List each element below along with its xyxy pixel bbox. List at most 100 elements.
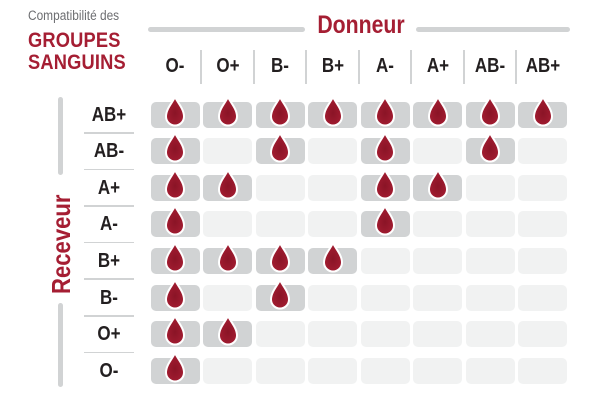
compatibility-cell-B--from-O+: [203, 284, 252, 311]
blood-drop-icon: [165, 168, 185, 200]
column-divider: [357, 50, 360, 84]
compatibility-cell-AB--from-B+: [308, 138, 357, 165]
row-divider: [84, 351, 134, 354]
compatibility-cell-O--from-A+: [413, 357, 462, 384]
blood-drop-icon: [427, 95, 448, 126]
blood-drop-icon: [217, 241, 238, 273]
compatibility-cell-B--from-A-: [360, 284, 410, 311]
compatibility-cell-O--from-AB-: [465, 357, 515, 384]
blood-drop-icon: [270, 241, 290, 273]
recipient-label-B-: B-: [100, 286, 118, 309]
blood-drop-icon: [165, 351, 185, 383]
compatibility-cell-B--from-B+: [308, 284, 357, 311]
donor-header-O+: O+: [215, 55, 240, 77]
blood-drop-icon: [217, 315, 238, 346]
recipient-label-A-: A-: [100, 213, 118, 236]
compatibility-cell-O--from-A-: [360, 357, 410, 384]
blood-drop-icon: [375, 132, 395, 163]
title-eyebrow: Compatibilité des: [28, 8, 120, 23]
blood-drop-icon: [217, 168, 238, 200]
recipient-axis-title: Receveur: [46, 194, 76, 294]
column-divider: [200, 50, 203, 84]
compatibility-cell-A--from-AB+: [518, 211, 567, 238]
donor-header-AB-: AB-: [474, 55, 506, 77]
compatibility-cell-B--from-AB-: [465, 284, 515, 311]
blood-drop-icon: [322, 241, 343, 273]
recipient-label-AB-: AB-: [93, 140, 125, 163]
column-divider: [462, 50, 465, 84]
donor-header-A+: A+: [426, 55, 449, 77]
blood-drop-icon: [165, 278, 185, 309]
row-divider: [84, 278, 134, 280]
blood-drop-icon: [532, 95, 553, 126]
blood-drop-icon: [375, 168, 395, 200]
compatibility-cell-A--from-A+: [413, 211, 462, 238]
blood-drop-icon: [375, 95, 395, 126]
compatibility-cell-AB--from-O+: [203, 138, 252, 165]
compatibility-cell-B+-from-AB+: [518, 247, 567, 274]
compatibility-cell-O--from-AB+: [518, 357, 567, 384]
recipient-label-AB+: AB+: [91, 103, 127, 126]
column-divider: [410, 50, 413, 84]
compatibility-cell-O+-from-AB-: [465, 321, 515, 348]
blood-drop-icon: [165, 315, 185, 346]
compatibility-cell-A--from-B+: [308, 211, 357, 238]
compatibility-cell-O+-from-A-: [360, 321, 410, 348]
title-line-1: GROUPES: [28, 28, 121, 52]
compatibility-cell-O--from-B-: [255, 357, 305, 384]
compatibility-cell-O--from-B+: [308, 357, 357, 384]
column-divider: [252, 50, 255, 84]
blood-drop-icon: [270, 95, 290, 126]
donor-axis-title: Donneur: [317, 11, 405, 39]
blood-drop-icon: [165, 95, 185, 126]
blood-drop-icon: [427, 168, 448, 200]
blood-drop-icon: [375, 205, 395, 236]
compatibility-cell-A--from-O+: [203, 211, 252, 238]
compatibility-cell-B--from-A+: [413, 284, 462, 311]
donor-header-B+: B+: [321, 55, 344, 77]
blood-drop-icon: [165, 132, 185, 163]
compatibility-cell-A+-from-B-: [255, 174, 305, 201]
recipient-label-O-: O-: [99, 359, 119, 382]
donor-header-O-: O-: [165, 55, 185, 77]
blood-drop-icon: [480, 132, 500, 163]
compatibility-cell-O+-from-AB+: [518, 321, 567, 348]
row-divider: [84, 205, 134, 207]
recipient-label-O+: O+: [97, 323, 121, 346]
compatibility-cell-O+-from-B+: [308, 321, 357, 348]
compatibility-cell-AB--from-AB+: [518, 138, 567, 165]
compatibility-cell-O+-from-A+: [413, 321, 462, 348]
blood-drop-icon: [217, 95, 238, 126]
recipient-label-B+: B+: [97, 249, 121, 272]
compatibility-cell-O--from-O+: [203, 357, 252, 384]
recipient-axis-line-bottom: [58, 303, 63, 387]
row-divider: [84, 241, 134, 244]
compatibility-cell-A--from-AB-: [465, 211, 515, 238]
compatibility-cell-A+-from-AB-: [465, 174, 515, 201]
title-line-2: SANGUINS: [28, 50, 126, 74]
blood-drop-icon: [480, 95, 500, 126]
donor-header-A-: A-: [376, 55, 394, 77]
compatibility-cell-B--from-AB+: [518, 284, 567, 311]
column-divider: [305, 50, 308, 84]
donor-axis-line-right: [416, 27, 570, 32]
blood-drop-icon: [165, 241, 185, 273]
row-divider: [84, 168, 134, 171]
blood-drop-icon: [270, 132, 290, 163]
compatibility-cell-A+-from-B+: [308, 174, 357, 201]
column-divider: [515, 50, 518, 84]
compatibility-cell-A--from-B-: [255, 211, 305, 238]
blood-drop-icon: [270, 278, 290, 309]
donor-axis-line-left: [148, 27, 305, 32]
donor-header-B-: B-: [271, 55, 289, 77]
compatibility-cell-O+-from-B-: [255, 321, 305, 348]
blood-drop-icon: [165, 205, 185, 236]
compatibility-cell-A+-from-AB+: [518, 174, 567, 201]
compatibility-cell-B+-from-A-: [360, 247, 410, 274]
recipient-label-A+: A+: [97, 176, 121, 199]
compatibility-cell-B+-from-AB-: [465, 247, 515, 274]
donor-header-AB+: AB+: [525, 55, 560, 77]
row-divider: [84, 315, 134, 317]
recipient-axis-line-top: [58, 97, 63, 175]
